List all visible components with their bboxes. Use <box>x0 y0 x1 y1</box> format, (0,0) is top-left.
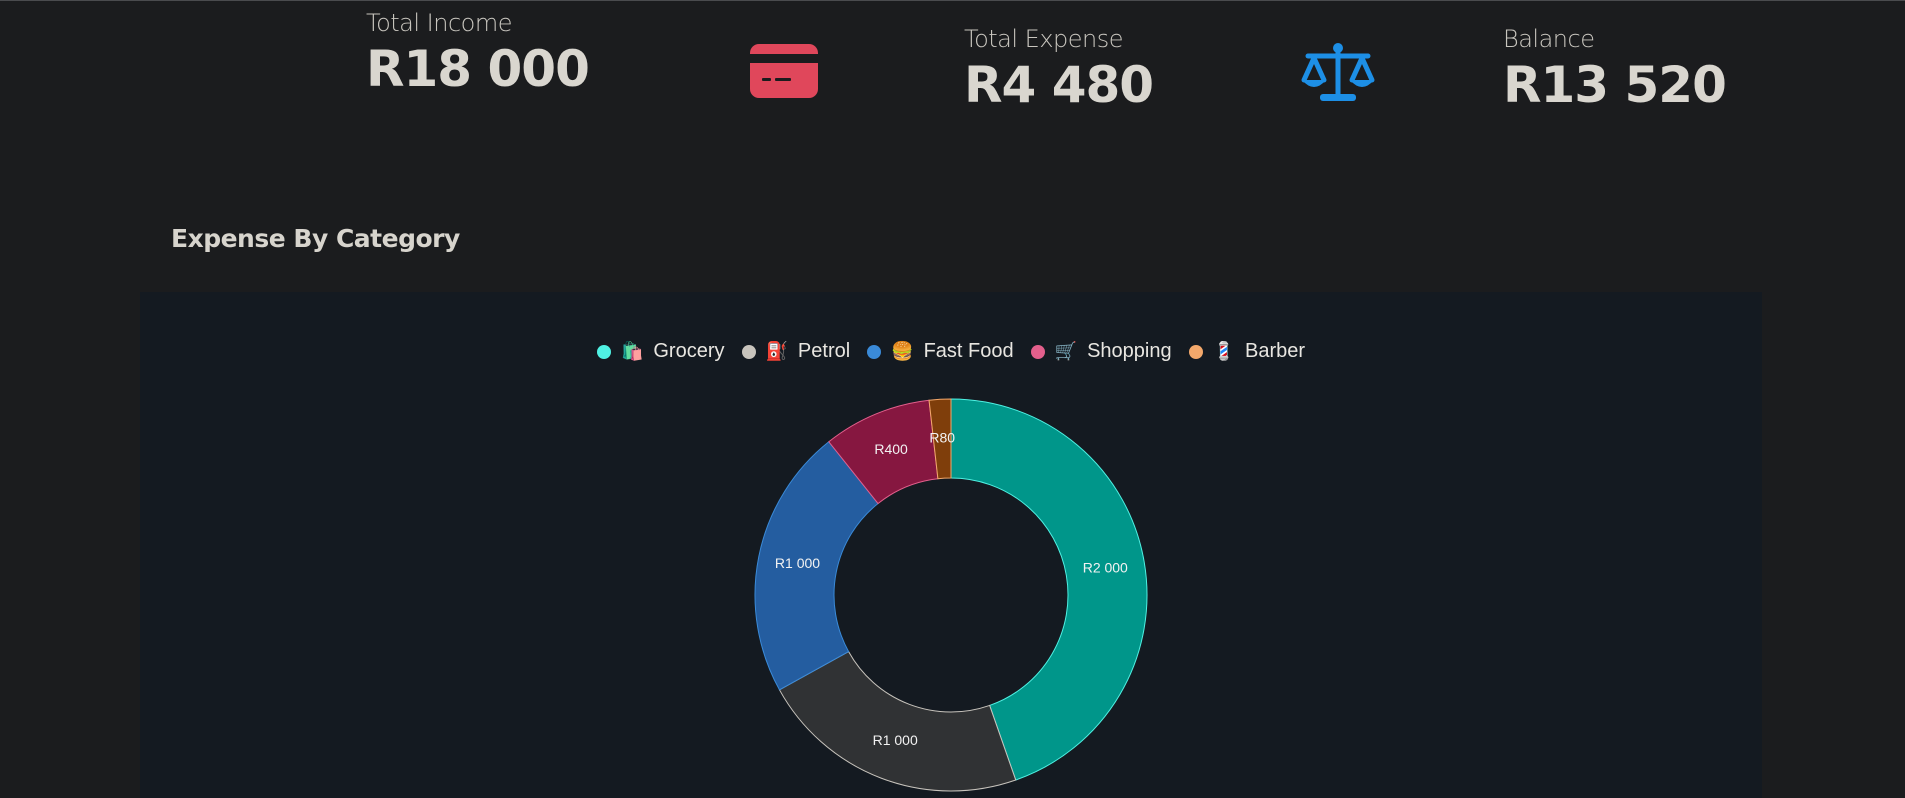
legend-label: Grocery <box>653 340 725 362</box>
legend-emoji-icon: 💈 <box>1212 341 1236 362</box>
donut-slice-fast-food[interactable] <box>754 441 879 691</box>
legend-item-shopping[interactable]: 🛒 Shopping <box>1030 340 1172 363</box>
total-income-label: Total Income <box>366 9 512 37</box>
legend-dot <box>867 344 882 359</box>
legend-label: Shopping <box>1087 340 1172 362</box>
balance-label: Balance <box>1503 25 1595 53</box>
legend-item-fast-food[interactable]: 🍔 Fast Food <box>867 340 1014 363</box>
total-income-stat: Total Income R18 000 <box>366 9 590 98</box>
legend-dot <box>1188 344 1203 359</box>
total-income-value: R18 000 <box>366 40 590 98</box>
legend-dot <box>741 344 756 359</box>
legend-emoji-icon: 🛍️ <box>620 341 644 362</box>
expense-donut-chart: R2 000 R1 000 R1 000 R400 R80 <box>754 398 1148 792</box>
legend-dot <box>1030 344 1045 359</box>
credit-card-icon <box>750 44 818 103</box>
total-expense-label: Total Expense <box>964 25 1124 53</box>
donut-slice-label: R1 000 <box>873 732 918 748</box>
donut-slice-petrol[interactable] <box>778 650 1017 792</box>
legend-emoji-icon: 🛒 <box>1054 341 1078 362</box>
legend-emoji-icon: 🍔 <box>891 341 914 362</box>
balance-value: R13 520 <box>1503 56 1727 114</box>
legend-item-grocery[interactable]: 🛍️ Grocery <box>596 340 725 363</box>
expense-chart-panel: 🛍️ Grocery ⛽ Petrol 🍔 Fast Food 🛒 Shopping 💈 Barb… <box>140 292 1762 798</box>
donut-slice-label: R2 000 <box>1083 559 1128 575</box>
section-title: Expense By Category <box>171 224 460 253</box>
legend-dot <box>596 344 611 359</box>
chart-legend: 🛍️ Grocery ⛽ Petrol 🍔 Fast Food 🛒 Shopping 💈 Barb… <box>140 340 1762 363</box>
legend-label: Petrol <box>797 340 851 362</box>
balance-stat: Balance R13 520 <box>1503 25 1727 114</box>
legend-item-barber[interactable]: 💈 Barber <box>1188 340 1306 363</box>
donut-slice-label: R1 000 <box>775 555 820 571</box>
total-expense-value: R4 480 <box>964 56 1154 114</box>
donut-slice-label: R80 <box>929 429 955 445</box>
legend-label: Barber <box>1245 340 1306 362</box>
legend-emoji-icon: ⛽ <box>765 341 788 362</box>
donut-slice-barber[interactable] <box>928 398 952 480</box>
legend-label: Fast Food <box>923 340 1014 362</box>
scale-balance-icon <box>1300 40 1376 109</box>
top-divider <box>0 0 1905 1</box>
legend-item-petrol[interactable]: ⛽ Petrol <box>741 340 851 363</box>
donut-slice-label: R400 <box>874 441 908 457</box>
total-expense-stat: Total Expense R4 480 <box>964 25 1154 114</box>
donut-slice-grocery[interactable] <box>950 398 1148 781</box>
